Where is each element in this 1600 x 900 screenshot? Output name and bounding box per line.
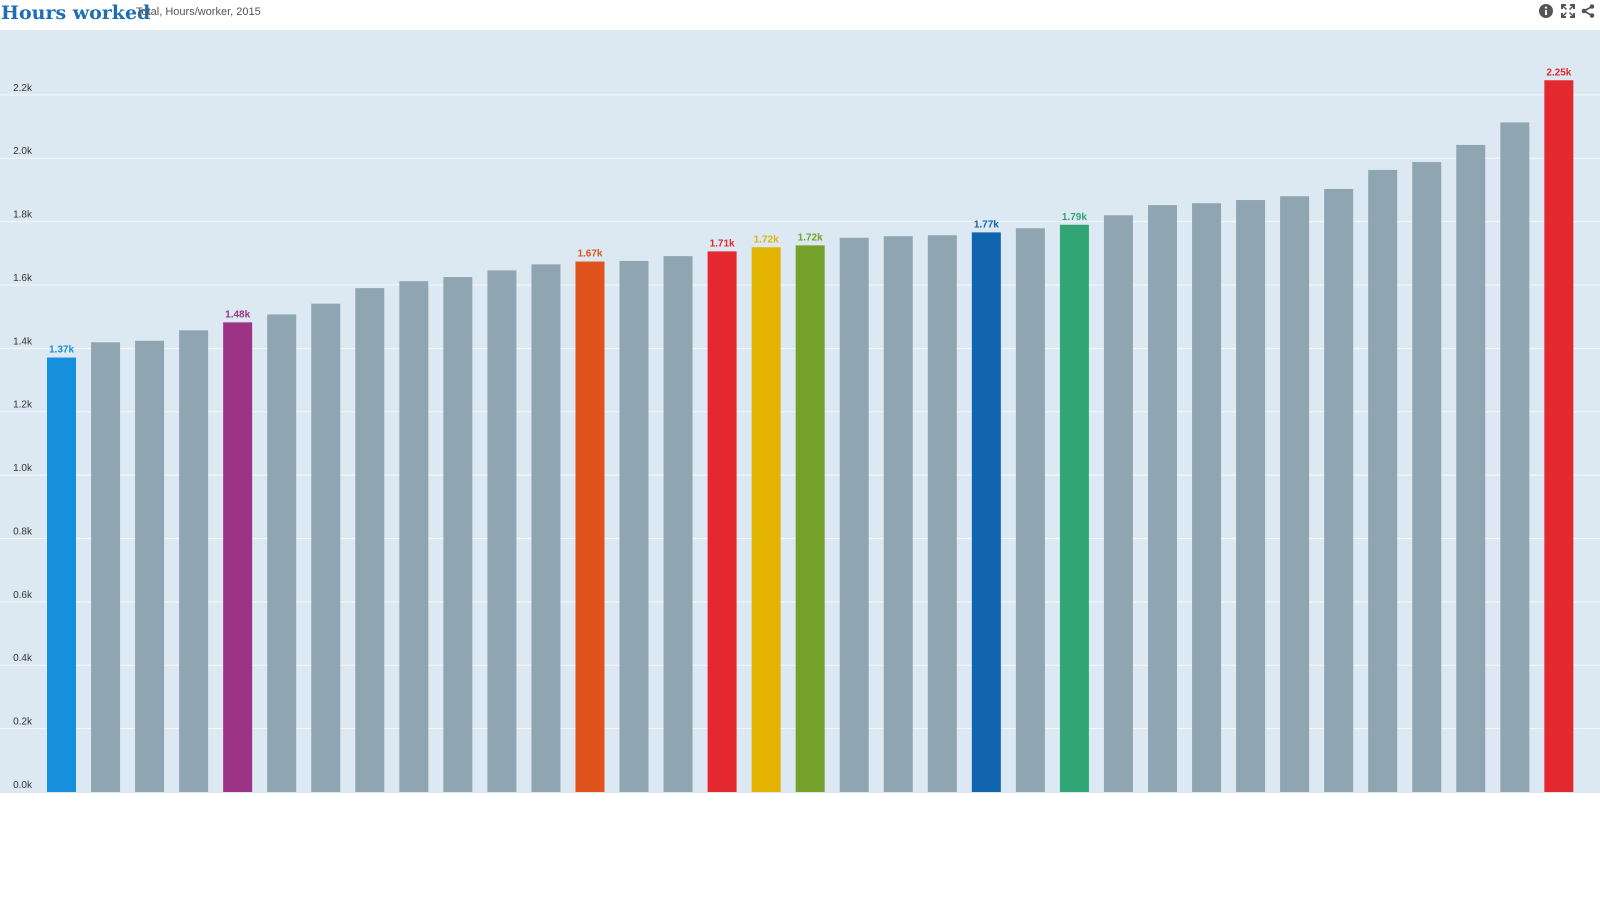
- y-tick-label: 0.2k: [13, 717, 33, 728]
- bar-sweden[interactable]: [399, 281, 429, 792]
- bar-austria[interactable]: [443, 277, 473, 792]
- data-label-canada: 1.71k: [710, 238, 735, 249]
- data-label-italy: 1.72k: [798, 232, 823, 243]
- info-icon[interactable]: [1538, 3, 1554, 19]
- bar-united-kingdom[interactable]: [575, 261, 605, 792]
- bar-france[interactable]: [223, 322, 253, 792]
- fullscreen-icon[interactable]: [1560, 3, 1576, 19]
- y-tick-label: 2.2k: [13, 83, 33, 94]
- bar-chile[interactable]: [1412, 162, 1442, 792]
- chart-canvas: 0.0k 0.2k 0.4k 0.6k 0.8k 1.0k 1.2k 1.4k 1.6k 1.8k…: [0, 30, 1600, 793]
- share-icon[interactable]: [1580, 3, 1596, 19]
- bar-slovenia[interactable]: [619, 260, 649, 792]
- bar-canada[interactable]: [707, 251, 737, 792]
- chart-title: Hours worked: [1, 2, 151, 24]
- bar-hungary[interactable]: [839, 237, 869, 792]
- data-label-germany: 1.37k: [49, 345, 74, 356]
- bar-japan[interactable]: [751, 247, 781, 792]
- bar-ireland[interactable]: [1103, 215, 1133, 793]
- data-label-oecd-total: 1.77k: [974, 219, 999, 230]
- data-label-united-states: 1.79k: [1062, 212, 1087, 223]
- bar-latvia[interactable]: [1324, 188, 1354, 792]
- y-tick-label: 1.0k: [13, 463, 33, 474]
- bar-italy[interactable]: [795, 245, 825, 792]
- bar-finland[interactable]: [487, 270, 517, 792]
- bar-poland[interactable]: [1368, 169, 1398, 792]
- bar-czech-republic[interactable]: [1015, 228, 1045, 793]
- bar-slovak-republic[interactable]: [883, 236, 913, 793]
- bar-belgium[interactable]: [311, 303, 341, 792]
- bar-denmark[interactable]: [179, 330, 209, 792]
- bar-oecd-total[interactable]: [971, 232, 1001, 793]
- y-tick-label: 1.6k: [13, 273, 33, 284]
- bar-mexico[interactable]: [1544, 80, 1574, 792]
- bar-iceland[interactable]: [1280, 196, 1310, 792]
- y-tick-label: 0.4k: [13, 653, 33, 664]
- bar-estonia[interactable]: [1148, 205, 1177, 793]
- bar-luxembourg[interactable]: [267, 314, 297, 792]
- bar-united-states[interactable]: [1059, 224, 1089, 792]
- bar-korea[interactable]: [1500, 122, 1530, 793]
- chart-header: Hours worked Total, Hours/worker, 2015: [0, 0, 1600, 30]
- bar-germany[interactable]: [47, 357, 76, 792]
- bar-greece[interactable]: [1456, 144, 1486, 792]
- bar-israel[interactable]: [1192, 203, 1222, 792]
- bar-netherlands[interactable]: [91, 342, 121, 792]
- bar-norway[interactable]: [135, 340, 165, 792]
- y-tick-label: 0.8k: [13, 526, 33, 537]
- y-tick-label: 0.6k: [13, 590, 33, 601]
- y-tick-label: 0.0k: [13, 780, 33, 791]
- y-tick-label: 1.4k: [13, 336, 33, 347]
- bar-chart: 0.0k 0.2k 0.4k 0.6k 0.8k 1.0k 1.2k 1.4k 1.6k 1.8k…: [0, 30, 1600, 810]
- bar-australia[interactable]: [531, 264, 561, 792]
- data-label-japan: 1.72k: [754, 234, 779, 245]
- bar-spain[interactable]: [663, 256, 693, 792]
- bar-switzerland[interactable]: [355, 288, 385, 792]
- y-tick-label: 1.8k: [13, 210, 33, 221]
- bar-new-zealand[interactable]: [927, 235, 957, 793]
- chart-subtitle: Total, Hours/worker, 2015: [136, 6, 261, 18]
- data-label-united-kingdom: 1.67k: [577, 249, 602, 260]
- bar-portugal[interactable]: [1236, 200, 1266, 792]
- y-tick-label: 2.0k: [13, 146, 33, 157]
- y-tick-label: 1.2k: [13, 400, 33, 411]
- data-label-mexico: 2.25k: [1546, 67, 1571, 78]
- data-label-france: 1.48k: [225, 309, 250, 320]
